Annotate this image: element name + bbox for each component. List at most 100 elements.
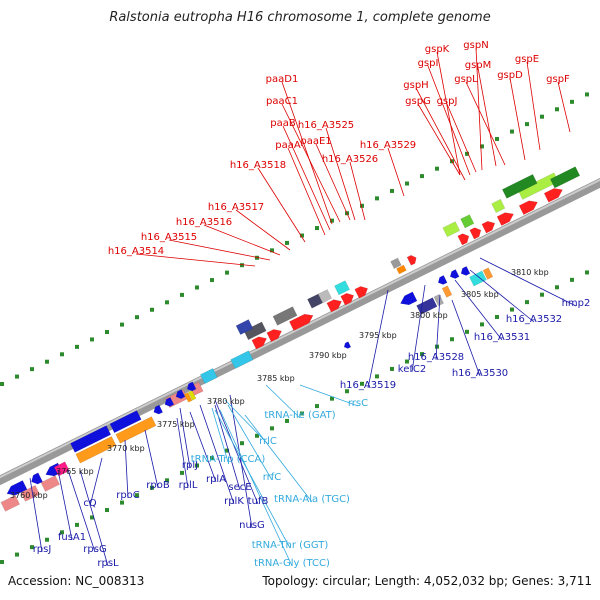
track-dot xyxy=(75,344,79,349)
gene-feature[interactable] xyxy=(289,311,315,331)
gene-feature[interactable] xyxy=(5,480,28,498)
gene-feature[interactable] xyxy=(185,381,197,393)
gene-feature[interactable] xyxy=(482,267,494,280)
gene-feature[interactable] xyxy=(53,461,70,477)
gene-feature[interactable] xyxy=(40,475,61,492)
gene-feature[interactable] xyxy=(442,221,461,238)
track-dot xyxy=(465,329,469,334)
gene-feature[interactable] xyxy=(460,214,475,229)
leader-line xyxy=(299,384,359,407)
track-dot xyxy=(180,292,184,297)
leader-line xyxy=(265,384,301,419)
gene-feature[interactable] xyxy=(326,297,344,313)
gene-feature[interactable] xyxy=(354,284,370,299)
track-dot xyxy=(0,382,4,386)
gene-feature[interactable] xyxy=(163,396,175,408)
gene-label: paaD1 xyxy=(266,74,299,85)
gene-feature[interactable] xyxy=(406,254,418,266)
gene-feature[interactable] xyxy=(0,494,21,512)
track-dot xyxy=(555,107,559,112)
gene-features[interactable] xyxy=(0,166,581,512)
gene-feature[interactable] xyxy=(29,472,43,486)
gene-feature[interactable] xyxy=(200,368,218,384)
track-dot xyxy=(585,270,589,275)
tick-label: 3775 kbp xyxy=(157,420,195,429)
gene-feature[interactable] xyxy=(152,404,164,416)
gene-feature[interactable] xyxy=(496,210,516,226)
gene-feature[interactable] xyxy=(243,321,267,341)
leader-line xyxy=(465,81,506,166)
track-dot xyxy=(525,122,529,127)
gene-feature[interactable] xyxy=(272,306,298,326)
gene-feature[interactable] xyxy=(266,327,284,343)
track-dot xyxy=(375,374,379,379)
gene-feature[interactable] xyxy=(334,280,350,296)
gene-feature[interactable] xyxy=(109,410,142,434)
gene-feature[interactable] xyxy=(115,416,157,444)
gene-feature[interactable] xyxy=(436,275,448,286)
gene-label: gspM xyxy=(465,60,492,71)
gene-feature[interactable] xyxy=(318,289,333,304)
gene-feature[interactable] xyxy=(70,425,112,453)
track-dot xyxy=(60,352,64,357)
gene-feature[interactable] xyxy=(75,436,117,464)
leader-line xyxy=(244,414,313,503)
gene-label: tRNA-Ile (GAT) xyxy=(264,410,335,421)
gene-feature[interactable] xyxy=(448,269,460,280)
gene-feature[interactable] xyxy=(469,270,487,287)
gene-feature[interactable] xyxy=(235,319,254,336)
gene-feature[interactable] xyxy=(188,390,197,401)
gene-label: h16_A3514 xyxy=(108,246,164,257)
gene-label: rpsJ xyxy=(33,544,52,555)
gene-feature[interactable] xyxy=(459,266,471,277)
gene-label: paaB xyxy=(270,118,296,129)
track-dot xyxy=(300,233,304,238)
gene-feature[interactable] xyxy=(441,285,453,298)
track-dot xyxy=(285,418,289,423)
gene-feature[interactable] xyxy=(230,350,254,369)
track-dot xyxy=(420,352,424,357)
gene-feature[interactable] xyxy=(518,198,540,215)
gene-label: rpsG xyxy=(83,544,106,555)
gene-feature[interactable] xyxy=(307,293,323,309)
gene-feature[interactable] xyxy=(20,485,41,502)
gene-feature[interactable] xyxy=(343,341,352,350)
label-leader-lines xyxy=(29,47,577,567)
gene-feature[interactable] xyxy=(501,174,538,199)
gene-feature[interactable] xyxy=(416,297,438,315)
gene-label: h16_A3525 xyxy=(298,120,354,131)
gene-feature[interactable] xyxy=(457,232,471,246)
leader-line xyxy=(367,289,389,389)
gene-label: gspI xyxy=(418,58,439,69)
gene-label: gspJ xyxy=(437,96,458,107)
gene-feature[interactable] xyxy=(491,198,506,213)
gene-feature[interactable] xyxy=(481,219,497,234)
gene-feature[interactable] xyxy=(549,166,581,189)
gene-feature[interactable] xyxy=(340,291,356,306)
gene-label: h16_A3526 xyxy=(322,154,378,165)
track-dot xyxy=(240,263,244,268)
gene-label: gspK xyxy=(425,44,450,55)
gene-feature[interactable] xyxy=(469,226,483,240)
gene-feature[interactable] xyxy=(174,389,186,401)
gene-feature[interactable] xyxy=(398,291,418,308)
track-dot xyxy=(150,485,154,490)
track-dot xyxy=(345,389,349,394)
leader-line xyxy=(67,469,96,553)
gene-feature[interactable] xyxy=(251,334,269,350)
track-dot xyxy=(15,552,19,557)
track-dot xyxy=(240,441,244,446)
gene-label: rrsC xyxy=(348,398,368,409)
track-dot xyxy=(480,144,484,149)
gene-label: gspG xyxy=(405,96,431,107)
gene-feature[interactable] xyxy=(184,392,193,403)
gene-feature[interactable] xyxy=(433,293,445,307)
gene-feature[interactable] xyxy=(396,264,407,275)
gene-label: rplJ xyxy=(182,460,198,471)
gene-feature[interactable] xyxy=(543,185,565,203)
leader-line xyxy=(281,81,333,225)
gene-label: h16_A3517 xyxy=(208,202,264,213)
gene-feature[interactable] xyxy=(390,257,402,270)
track-dot xyxy=(480,322,484,327)
